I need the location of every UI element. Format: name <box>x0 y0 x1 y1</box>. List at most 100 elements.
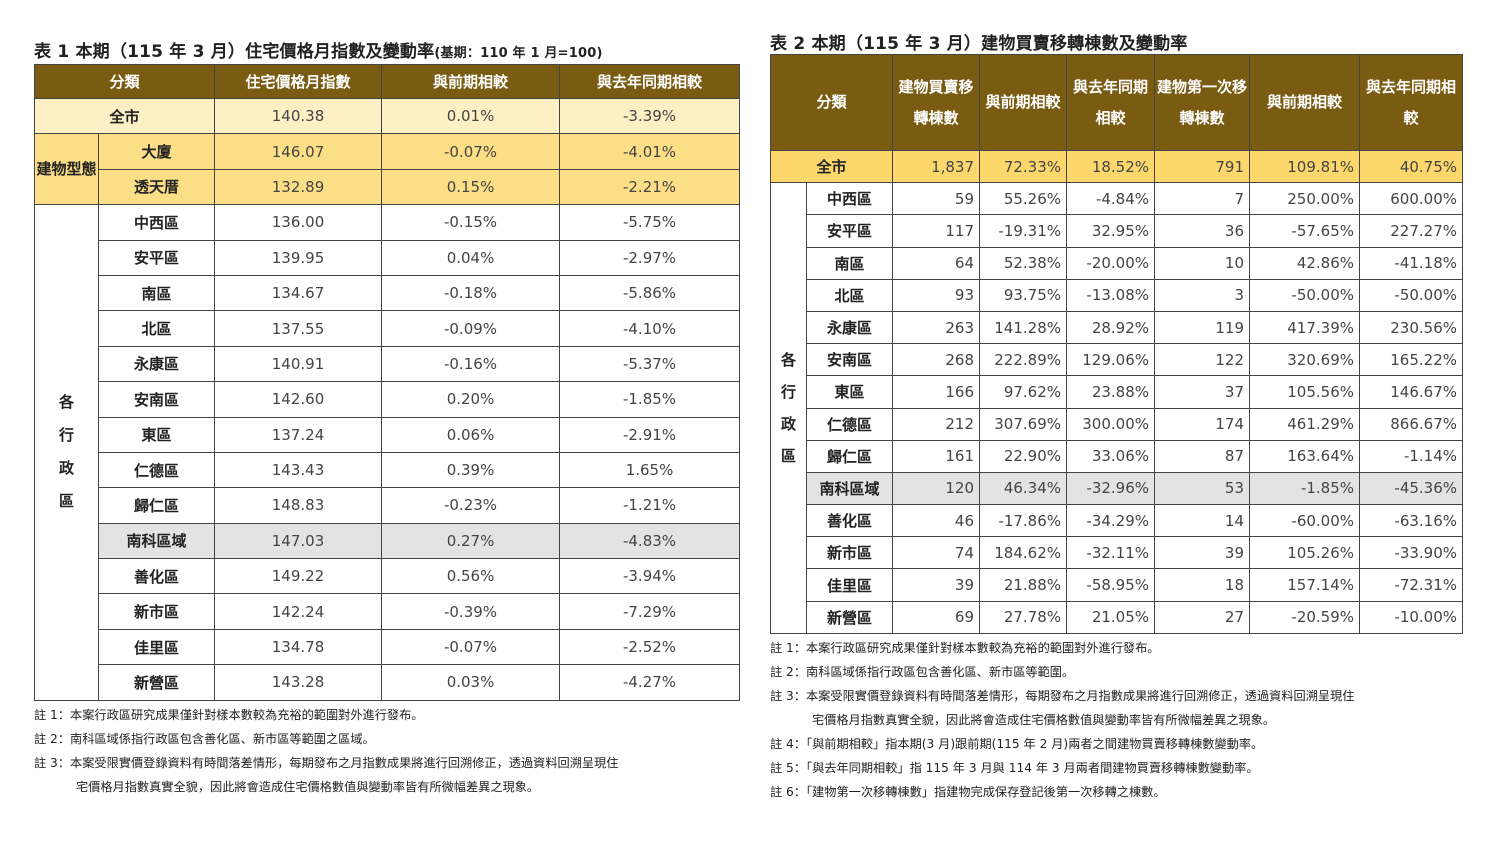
table-cell: -4.84% <box>1066 182 1156 216</box>
table-cell: 600.00% <box>1359 182 1464 216</box>
row-label: 東區 <box>97 416 216 453</box>
table2-notes: 註 1：本案行政區研究成果僅針對樣本數較為充裕的範圍對外進行發布。註 2：南科區… <box>770 636 1354 804</box>
row-label: 全市 <box>33 97 216 135</box>
table1-col-header: 分類 <box>33 64 216 99</box>
table-cell: 263 <box>892 310 981 345</box>
table-cell: 0.01% <box>381 97 561 135</box>
table-cell: 105.56% <box>1249 375 1361 409</box>
table-row: 善化區 149.22 0.56% -3.94% <box>35 558 741 595</box>
table-cell: -32.96% <box>1066 471 1156 506</box>
table-cell: 139.95 <box>214 239 383 276</box>
table-cell: 307.69% <box>979 407 1068 441</box>
table-cell: -60.00% <box>1249 504 1361 538</box>
table-cell: -4.10% <box>559 310 741 347</box>
table-cell: 142.60 <box>214 381 383 418</box>
table-row: 南區 64 52.38% -20.00% 10 42.86% -41.18% <box>771 246 1464 280</box>
table-cell: -50.00% <box>1249 278 1361 312</box>
table2-col-header: 與去年同期相較 <box>1359 54 1464 151</box>
row-group-text: 建物型態 <box>36 160 97 179</box>
table-cell: -20.59% <box>1249 600 1361 634</box>
price-index-table: 分類 住宅價格月指數 與前期相較 與去年同期相較 全市 140.38 0.01% -3.39… <box>33 64 741 701</box>
table-cell: 1.65% <box>559 451 741 489</box>
table-cell: -0.15% <box>381 204 561 241</box>
table-cell: 37 <box>1154 375 1251 409</box>
table-cell: 134.67 <box>214 274 383 312</box>
table-cell: -4.27% <box>559 664 741 701</box>
table-cell: 21.88% <box>979 568 1068 602</box>
table-cell: -2.97% <box>559 239 741 276</box>
table-cell: -0.18% <box>381 274 561 312</box>
table-cell: -5.75% <box>559 204 741 241</box>
table-cell: 46.34% <box>979 471 1068 506</box>
table-cell: -17.86% <box>979 504 1068 538</box>
table-cell: 143.43 <box>214 451 383 489</box>
table-cell: 109.81% <box>1249 149 1361 184</box>
transfer-count-table: 分類 建物買賣移轉棟數 與前期相較 與去年同期相較 建物第一次移轉棟數 與前期相較 與去年同… <box>769 54 1464 634</box>
table-cell: 87 <box>1154 439 1251 473</box>
row-label: 中西區 <box>805 182 894 216</box>
row-label: 安平區 <box>805 214 894 248</box>
table-cell: 163.64% <box>1249 439 1361 473</box>
table-cell: 74 <box>892 536 981 570</box>
table-row: 全市 140.38 0.01% -3.39% <box>33 97 741 135</box>
row-label: 仁德區 <box>805 407 894 441</box>
table-cell: -4.01% <box>559 133 741 170</box>
table-row: 佳里區 39 21.88% -58.95% 18 157.14% -72.31% <box>771 568 1464 602</box>
table-cell: 149.22 <box>214 558 383 595</box>
table-cell: -2.21% <box>559 168 741 206</box>
table-row: 新營區 69 27.78% 21.05% 27 -20.59% -10.00% <box>771 600 1464 634</box>
table-cell: 1,837 <box>892 149 981 184</box>
table1-notes: 註 1：本案行政區研究成果僅針對樣本數較為充裕的範圍對外進行發布。註 2：南科區… <box>34 703 618 799</box>
table-row: 新市區 142.24 -0.39% -7.29% <box>35 593 741 630</box>
table-cell: -0.09% <box>381 310 561 347</box>
table-cell: 222.89% <box>979 343 1068 377</box>
table-cell: -2.91% <box>559 416 741 453</box>
table-cell: 119 <box>1154 310 1251 345</box>
table-cell: 166 <box>892 375 981 409</box>
table-cell: 132.89 <box>214 168 383 206</box>
table-row: 各行政區 中西區 59 55.26% -4.84% 7 250.00% 600.00% <box>770 182 1464 634</box>
table-cell: 866.67% <box>1359 407 1464 441</box>
table-row: 永康區 263 141.28% 28.92% 119 417.39% 230.56% <box>771 310 1464 345</box>
row-label: 安南區 <box>805 343 894 377</box>
table-cell: 27.78% <box>979 600 1068 634</box>
row-group-text: 各行政區 <box>58 393 74 511</box>
table-cell: 122 <box>1154 343 1251 377</box>
table-cell: -0.39% <box>381 593 561 630</box>
table1-header-row: 分類 住宅價格月指數 與前期相較 與去年同期相較 <box>33 64 741 99</box>
table-cell: 53 <box>1154 471 1251 506</box>
table-cell: 0.15% <box>381 168 561 206</box>
table-cell: -34.29% <box>1066 504 1156 538</box>
table-cell: 22.90% <box>979 439 1068 473</box>
table-cell: 136.00 <box>214 204 383 241</box>
note-line: 註 6：「建物第一次移轉棟數」指建物完成保存登記後第一次移轉之棟數。 <box>770 785 1166 799</box>
table-cell: -63.16% <box>1359 504 1464 538</box>
table-cell: -7.29% <box>559 593 741 630</box>
table-cell: 791 <box>1154 149 1251 184</box>
table-cell: 7 <box>1154 182 1251 216</box>
table-cell: -32.11% <box>1066 536 1156 570</box>
table-cell: 28.92% <box>1066 310 1156 345</box>
table-cell: 146.67% <box>1359 375 1464 409</box>
row-label: 北區 <box>805 278 894 312</box>
table-cell: -57.65% <box>1249 214 1361 248</box>
table-cell: -4.83% <box>559 522 741 560</box>
table2-col-header: 分類 <box>769 54 894 151</box>
table2-col-header: 建物第一次移轉棟數 <box>1154 54 1251 151</box>
row-label: 永康區 <box>805 310 894 345</box>
table-cell: 0.20% <box>381 381 561 418</box>
note-line: 宅價格月指數真實全貌，因此將會造成住宅價格數值與變動率皆有所微幅差異之現象。 <box>812 713 1276 727</box>
table-cell: 140.38 <box>214 97 383 135</box>
table1-col-header: 與前期相較 <box>381 64 561 99</box>
row-group-label: 各行政區 <box>34 204 99 701</box>
row-label: 南科區域 <box>97 522 216 560</box>
table-row: 新市區 74 184.62% -32.11% 39 105.26% -33.90% <box>771 536 1464 570</box>
table-cell: 137.55 <box>214 310 383 347</box>
table1-title: 表 1 本期（115 年 3 月）住宅價格月指數及變動率(基期：110 年 1 … <box>34 42 603 62</box>
table-row: 建物型態 大廈 146.07 -0.07% -4.01% <box>34 133 741 206</box>
table-cell: 42.86% <box>1249 246 1361 280</box>
table-cell: 117 <box>892 214 981 248</box>
table-cell: 33.06% <box>1066 439 1156 473</box>
table-cell: -1.85% <box>1249 471 1361 506</box>
table-cell: 417.39% <box>1249 310 1361 345</box>
